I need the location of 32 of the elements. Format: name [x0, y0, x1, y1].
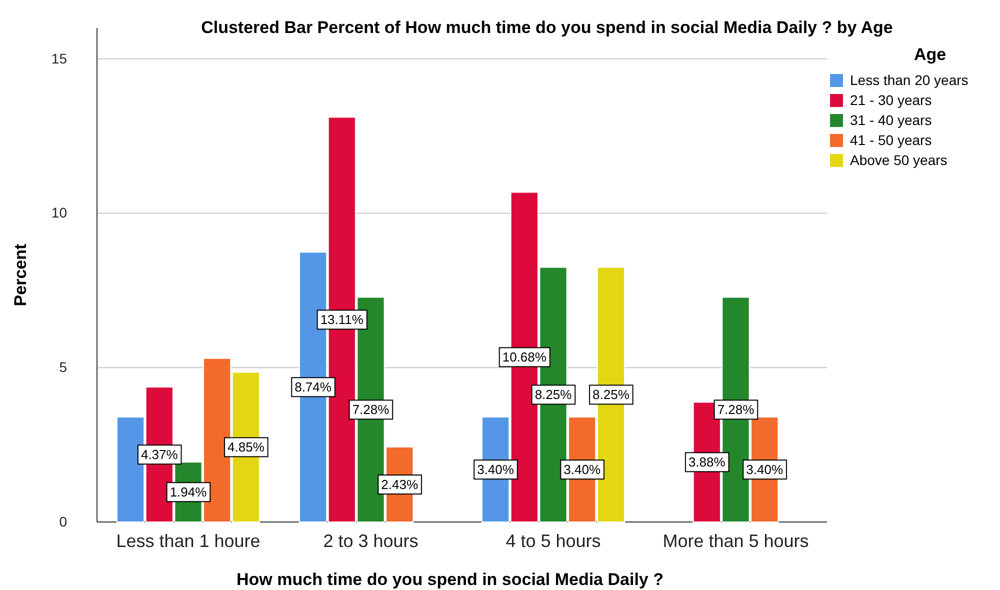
legend-label: 31 - 40 years — [850, 112, 932, 128]
y-tick-label: 10 — [51, 204, 68, 221]
y-axis-title: Percent — [11, 243, 30, 306]
data-label: 4.85% — [228, 440, 265, 455]
data-label: 1.94% — [170, 484, 208, 500]
data-label: 3.40% — [564, 462, 601, 478]
data-label: 10.68% — [502, 350, 547, 365]
x-tick-label: 4 to 5 hours — [506, 530, 601, 551]
legend-title: Age — [914, 45, 946, 64]
data-label: 8.25% — [592, 387, 630, 402]
x-tick-label: 2 to 3 hours — [323, 530, 418, 551]
data-label: 4.37% — [140, 447, 178, 462]
data-label: 7.28% — [352, 402, 390, 418]
data-label: 3.40% — [477, 462, 514, 478]
y-tick-label: 0 — [59, 513, 68, 530]
legend-label: Above 50 years — [850, 152, 948, 168]
legend-label: Less than 20 years — [850, 72, 968, 88]
data-label: 3.88% — [688, 454, 726, 470]
data-label: 13.11% — [320, 312, 364, 328]
legend-label: 21 - 30 years — [850, 92, 932, 108]
x-tick-label: Less than 1 houre — [116, 530, 260, 551]
data-label: 2.43% — [381, 477, 418, 492]
y-tick-label: 15 — [51, 50, 68, 66]
chart-title: Clustered Bar Percent of How much time do you spend in social Media Daily ? by Age — [201, 18, 893, 37]
data-label: 7.28% — [717, 402, 755, 418]
data-label: 3.40% — [746, 462, 784, 478]
y-tick-label: 5 — [59, 359, 68, 376]
data-label: 8.25% — [534, 387, 572, 402]
data-label: 8.74% — [294, 380, 332, 395]
x-tick-label: More than 5 hours — [662, 530, 809, 551]
legend-label: 41 - 50 years — [850, 132, 932, 148]
x-axis-title: How much time do you spend in social Media Daily ? — [236, 570, 664, 589]
